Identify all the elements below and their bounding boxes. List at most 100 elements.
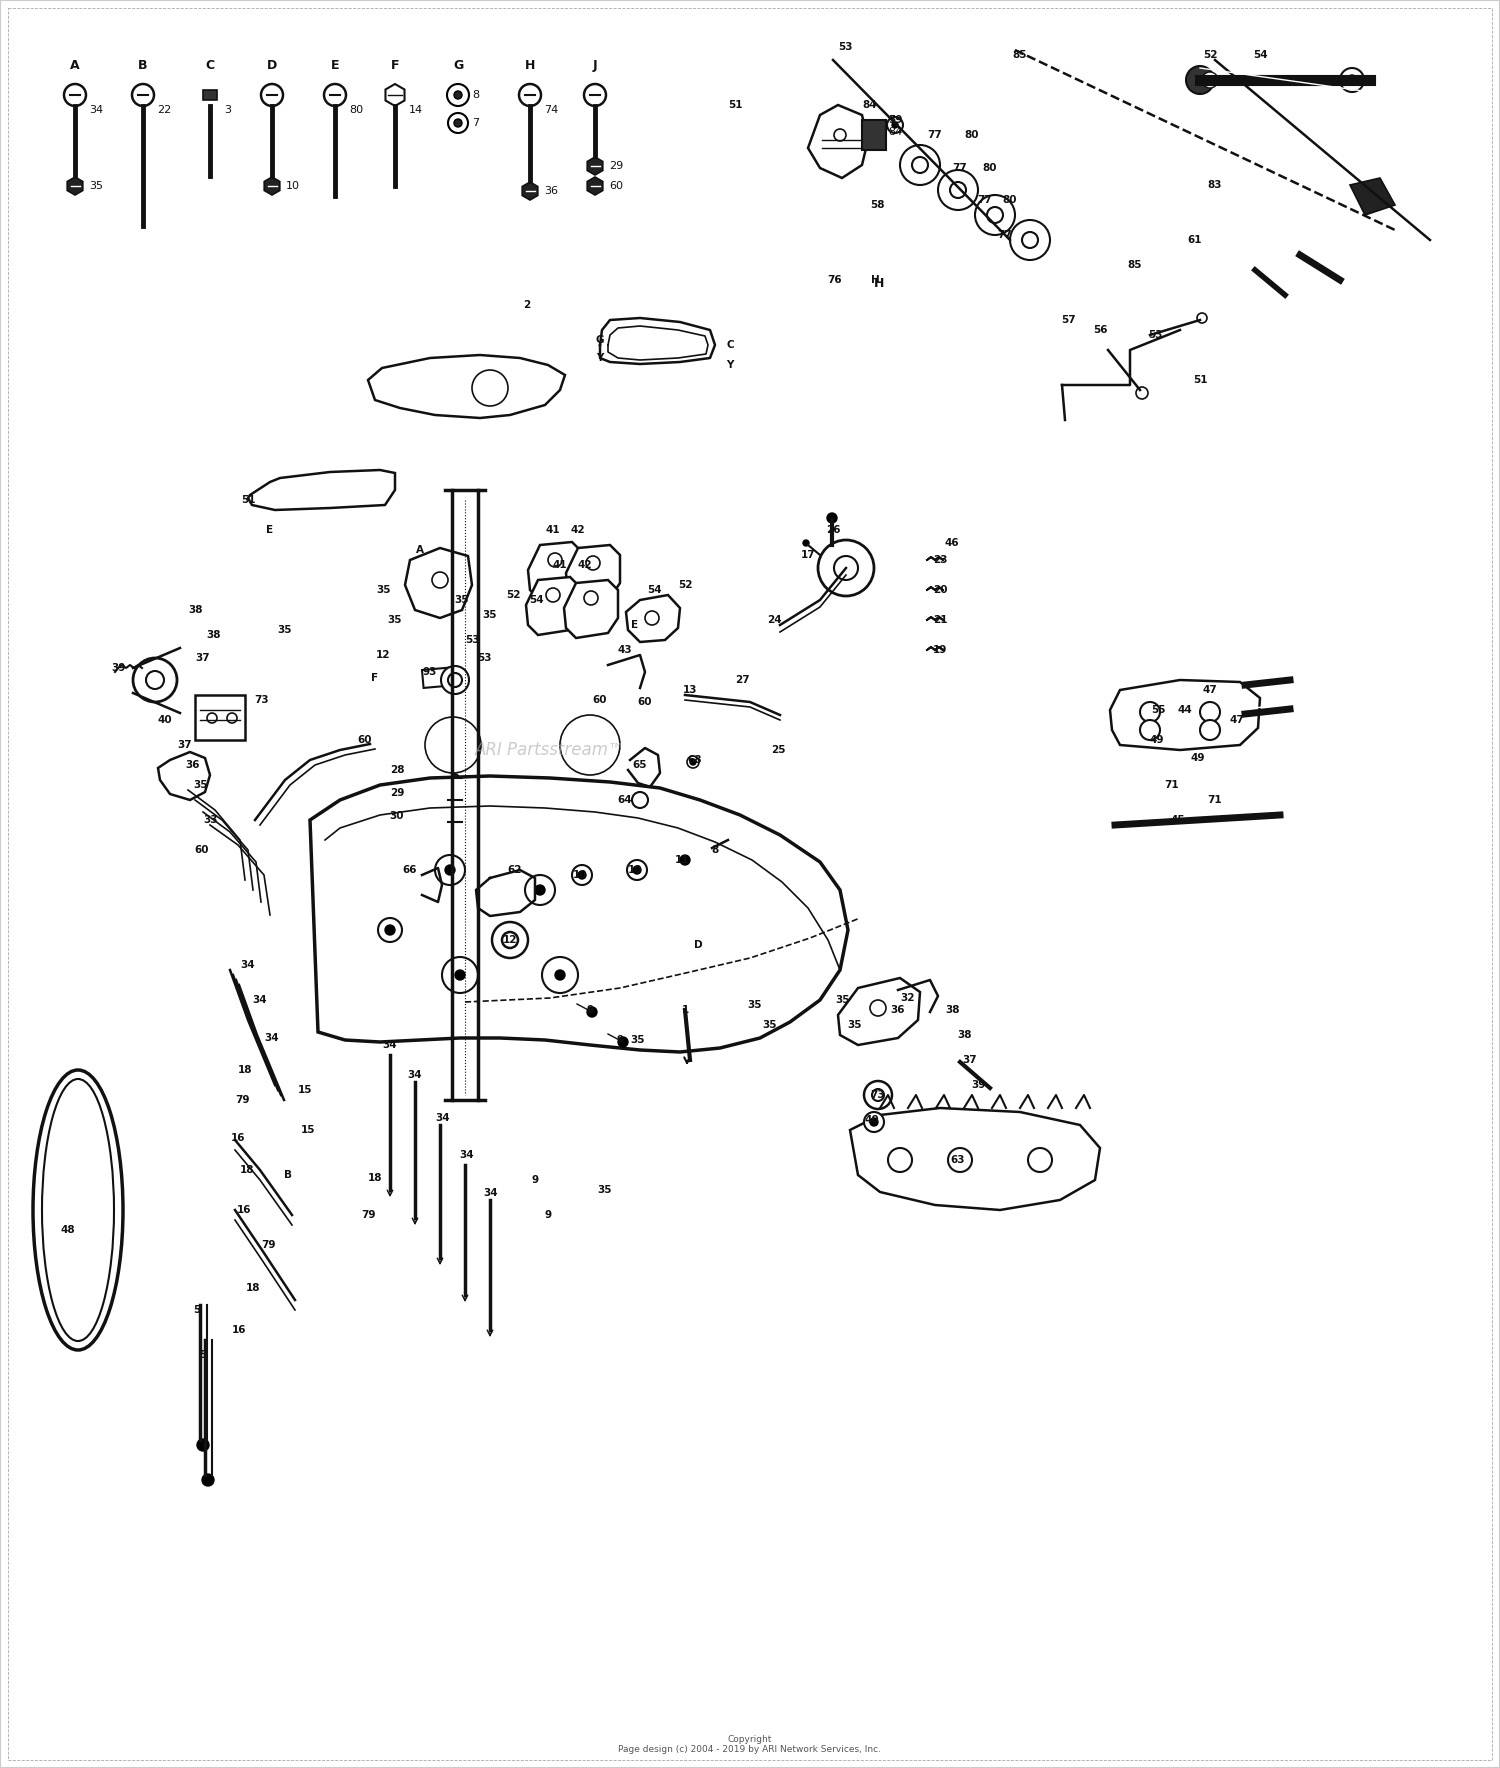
Text: 35: 35 — [747, 1001, 762, 1010]
Text: 60: 60 — [195, 845, 208, 856]
Text: 80: 80 — [1002, 194, 1017, 205]
Circle shape — [430, 723, 476, 767]
Text: 51: 51 — [1192, 375, 1208, 385]
Circle shape — [1140, 720, 1160, 741]
Polygon shape — [310, 776, 848, 1052]
Text: A: A — [70, 58, 80, 72]
Circle shape — [1197, 313, 1208, 324]
Circle shape — [690, 758, 696, 766]
Text: 79: 79 — [360, 1209, 375, 1220]
Text: 73: 73 — [870, 1091, 885, 1100]
Polygon shape — [1350, 179, 1395, 216]
Text: 8: 8 — [711, 845, 718, 856]
Circle shape — [892, 122, 898, 127]
Circle shape — [586, 555, 600, 569]
Text: 34: 34 — [408, 1070, 423, 1080]
Text: B: B — [138, 58, 147, 72]
Polygon shape — [522, 182, 538, 200]
Text: 24: 24 — [766, 615, 782, 626]
Text: 26: 26 — [825, 525, 840, 536]
Text: 51: 51 — [728, 101, 742, 110]
Text: 85: 85 — [1013, 50, 1028, 60]
Text: 45: 45 — [1170, 815, 1185, 826]
Circle shape — [566, 721, 614, 769]
Text: 42: 42 — [578, 560, 592, 569]
Text: 85: 85 — [1128, 260, 1143, 271]
Circle shape — [1136, 387, 1148, 400]
Circle shape — [442, 956, 478, 994]
Circle shape — [886, 117, 903, 133]
Circle shape — [1010, 219, 1050, 260]
Circle shape — [546, 589, 560, 601]
Text: 34: 34 — [382, 1040, 398, 1050]
Text: 11: 11 — [675, 856, 688, 865]
Circle shape — [888, 1147, 912, 1172]
Text: 80: 80 — [982, 163, 998, 173]
Circle shape — [864, 1112, 883, 1132]
Text: 80: 80 — [964, 131, 980, 140]
Text: 60: 60 — [357, 735, 372, 744]
Circle shape — [950, 182, 966, 198]
Circle shape — [1022, 232, 1038, 248]
Circle shape — [912, 157, 928, 173]
Text: 25: 25 — [771, 744, 786, 755]
Text: 84: 84 — [888, 127, 903, 136]
Text: 35: 35 — [194, 780, 208, 790]
Text: 16: 16 — [231, 1324, 246, 1335]
Text: 27: 27 — [735, 675, 750, 684]
Text: H: H — [525, 58, 536, 72]
Text: 34: 34 — [264, 1033, 279, 1043]
Polygon shape — [405, 548, 472, 619]
Circle shape — [134, 658, 177, 702]
Text: 54: 54 — [1252, 50, 1268, 60]
Circle shape — [555, 971, 566, 979]
Text: 35: 35 — [597, 1185, 612, 1195]
Circle shape — [432, 573, 448, 589]
Text: D: D — [267, 58, 278, 72]
Polygon shape — [68, 177, 82, 194]
Polygon shape — [386, 85, 405, 106]
Text: C: C — [206, 58, 214, 72]
Polygon shape — [526, 576, 580, 635]
Circle shape — [948, 1147, 972, 1172]
Circle shape — [226, 713, 237, 723]
Text: 36: 36 — [891, 1004, 904, 1015]
Circle shape — [1186, 65, 1214, 94]
Text: 36: 36 — [544, 186, 558, 196]
Text: 35: 35 — [483, 610, 496, 621]
Text: 15: 15 — [300, 1124, 315, 1135]
Text: 30: 30 — [390, 812, 405, 820]
Circle shape — [132, 85, 154, 106]
Circle shape — [870, 1117, 877, 1126]
Circle shape — [938, 170, 978, 210]
Text: 71: 71 — [1208, 796, 1222, 804]
Text: J: J — [592, 58, 597, 72]
Circle shape — [452, 796, 459, 804]
Polygon shape — [586, 177, 603, 194]
Text: 53: 53 — [837, 42, 852, 51]
Circle shape — [447, 85, 470, 106]
Circle shape — [202, 1475, 214, 1485]
Circle shape — [827, 513, 837, 523]
Text: 20: 20 — [933, 585, 948, 596]
Text: 57: 57 — [1060, 315, 1076, 325]
Text: 53: 53 — [465, 635, 480, 645]
Text: 52: 52 — [1203, 50, 1218, 60]
Polygon shape — [586, 157, 603, 175]
Bar — [422, 668, 452, 688]
Circle shape — [864, 1080, 892, 1109]
Text: 9: 9 — [586, 1004, 594, 1015]
Circle shape — [503, 932, 518, 948]
Text: 18: 18 — [246, 1284, 261, 1292]
Text: 64: 64 — [618, 796, 633, 804]
Text: 15: 15 — [297, 1086, 312, 1094]
Circle shape — [196, 1439, 208, 1452]
Circle shape — [1340, 67, 1364, 92]
Text: 47: 47 — [1230, 714, 1245, 725]
Circle shape — [424, 718, 482, 773]
Circle shape — [454, 90, 462, 99]
Text: 36: 36 — [186, 760, 201, 771]
Text: 29: 29 — [609, 161, 624, 171]
Text: 1: 1 — [681, 1004, 688, 1015]
Circle shape — [687, 757, 699, 767]
